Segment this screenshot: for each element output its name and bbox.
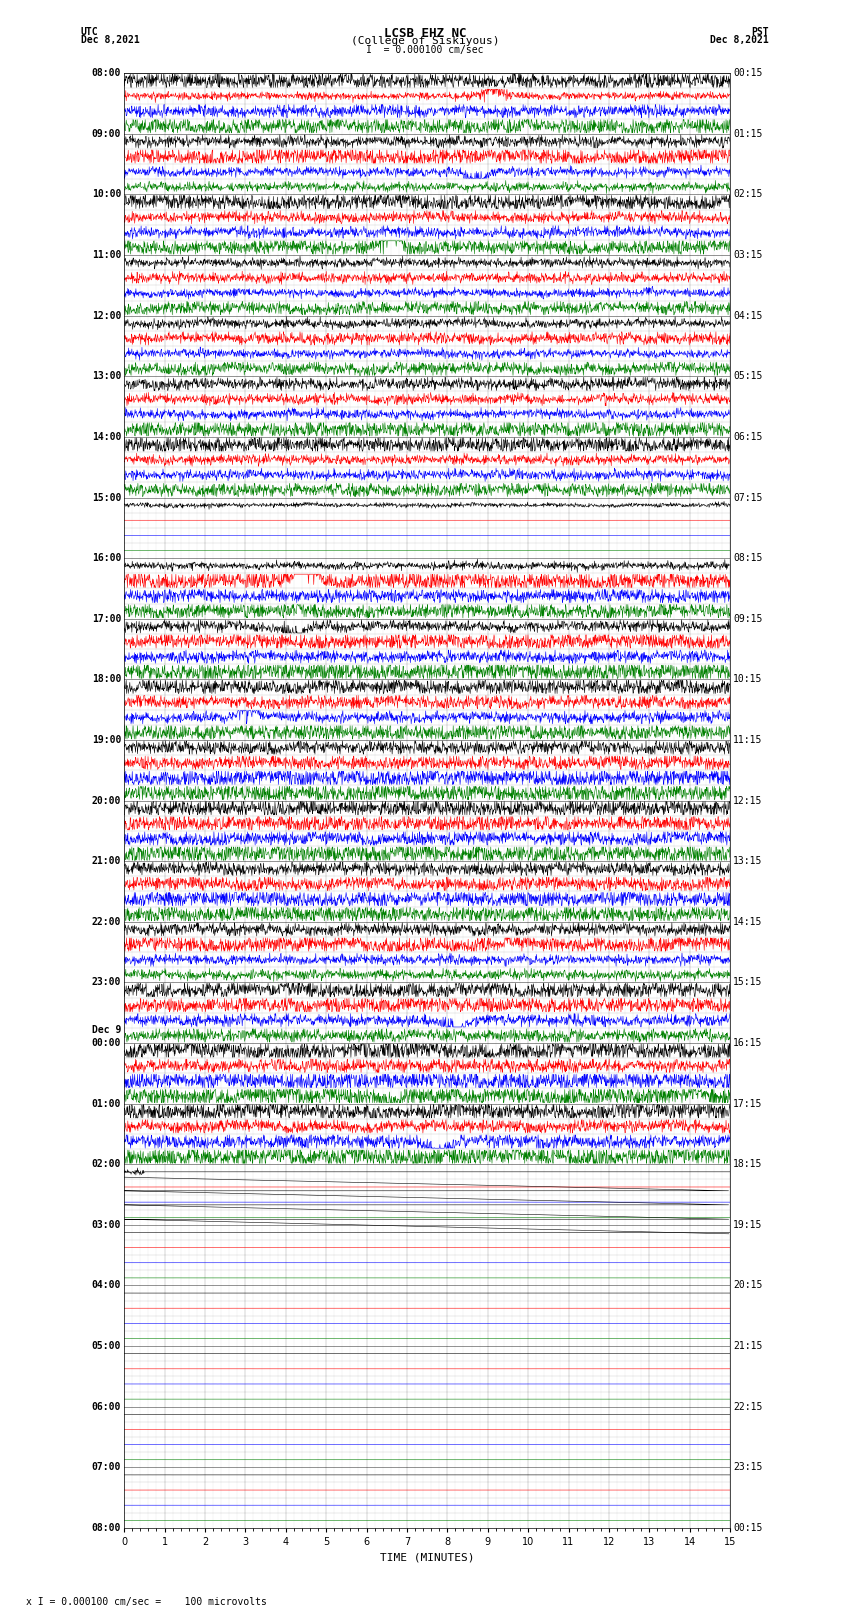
Text: 23:00: 23:00 [92,977,122,987]
Text: x I = 0.000100 cm/sec =    100 microvolts: x I = 0.000100 cm/sec = 100 microvolts [26,1597,266,1607]
Text: 08:00: 08:00 [92,68,122,77]
Text: PST: PST [751,27,769,37]
Text: 14:00: 14:00 [92,432,122,442]
Text: 03:15: 03:15 [733,250,762,260]
Text: 13:00: 13:00 [92,371,122,381]
Text: 12:00: 12:00 [92,311,122,321]
X-axis label: TIME (MINUTES): TIME (MINUTES) [380,1553,474,1563]
Text: 19:15: 19:15 [733,1219,762,1229]
Text: 06:15: 06:15 [733,432,762,442]
Text: 18:00: 18:00 [92,674,122,684]
Text: 22:00: 22:00 [92,916,122,927]
Text: 01:15: 01:15 [733,129,762,139]
Text: 16:15: 16:15 [733,1039,762,1048]
Text: UTC: UTC [81,27,99,37]
Text: Dec 8,2021: Dec 8,2021 [711,35,769,45]
Text: 00:00: 00:00 [92,1039,122,1048]
Text: 03:00: 03:00 [92,1219,122,1229]
Text: 16:00: 16:00 [92,553,122,563]
Text: 12:15: 12:15 [733,795,762,805]
Text: 04:00: 04:00 [92,1281,122,1290]
Text: Dec 9: Dec 9 [92,1026,122,1036]
Text: 20:00: 20:00 [92,795,122,805]
Text: I  = 0.000100 cm/sec: I = 0.000100 cm/sec [366,45,484,55]
Text: 02:00: 02:00 [92,1160,122,1169]
Text: 01:00: 01:00 [92,1098,122,1108]
Text: 08:00: 08:00 [92,1523,122,1532]
Text: 11:15: 11:15 [733,736,762,745]
Text: 19:00: 19:00 [92,736,122,745]
Text: 21:00: 21:00 [92,857,122,866]
Text: 10:00: 10:00 [92,189,122,200]
Text: 04:15: 04:15 [733,311,762,321]
Text: 00:15: 00:15 [733,68,762,77]
Text: 15:15: 15:15 [733,977,762,987]
Text: 09:00: 09:00 [92,129,122,139]
Text: 05:00: 05:00 [92,1340,122,1352]
Text: 06:00: 06:00 [92,1402,122,1411]
Text: 07:00: 07:00 [92,1463,122,1473]
Text: 22:15: 22:15 [733,1402,762,1411]
Text: 17:15: 17:15 [733,1098,762,1108]
Text: 08:15: 08:15 [733,553,762,563]
Text: 10:15: 10:15 [733,674,762,684]
Text: 07:15: 07:15 [733,492,762,503]
Text: Dec 8,2021: Dec 8,2021 [81,35,139,45]
Text: (College of Siskiyous): (College of Siskiyous) [351,37,499,47]
Text: 20:15: 20:15 [733,1281,762,1290]
Text: 23:15: 23:15 [733,1463,762,1473]
Text: 14:15: 14:15 [733,916,762,927]
Text: 15:00: 15:00 [92,492,122,503]
Text: 21:15: 21:15 [733,1340,762,1352]
Text: 13:15: 13:15 [733,857,762,866]
Text: 17:00: 17:00 [92,613,122,624]
Text: 09:15: 09:15 [733,613,762,624]
Text: 18:15: 18:15 [733,1160,762,1169]
Text: 02:15: 02:15 [733,189,762,200]
Text: 00:15: 00:15 [733,1523,762,1532]
Text: 11:00: 11:00 [92,250,122,260]
Text: 05:15: 05:15 [733,371,762,381]
Text: LCSB EHZ NC: LCSB EHZ NC [383,27,467,40]
